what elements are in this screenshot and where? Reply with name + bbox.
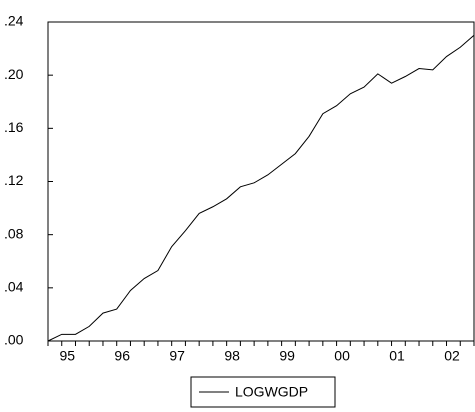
y-tick-label: .12	[4, 172, 24, 188]
x-tick-label: 00	[334, 348, 350, 364]
y-tick-label: .08	[4, 225, 24, 241]
x-tick-label: 01	[389, 348, 405, 364]
legend-label: LOGWGDP	[235, 384, 308, 400]
x-tick-label: 95	[59, 348, 75, 364]
y-tick-label: .00	[4, 332, 24, 348]
x-tick-label: 98	[224, 348, 240, 364]
x-tick-label: 02	[444, 348, 460, 364]
plot-frame	[47, 21, 475, 342]
y-tick-label: .24	[4, 13, 24, 29]
y-tick-label: .04	[4, 279, 24, 295]
x-tick-label: 99	[279, 348, 295, 364]
y-tick-label: .20	[4, 66, 24, 82]
y-tick-label: .16	[4, 119, 24, 135]
x-tick-label: 97	[169, 348, 185, 364]
x-tick-label: 96	[114, 348, 130, 364]
data-line	[47, 34, 475, 342]
